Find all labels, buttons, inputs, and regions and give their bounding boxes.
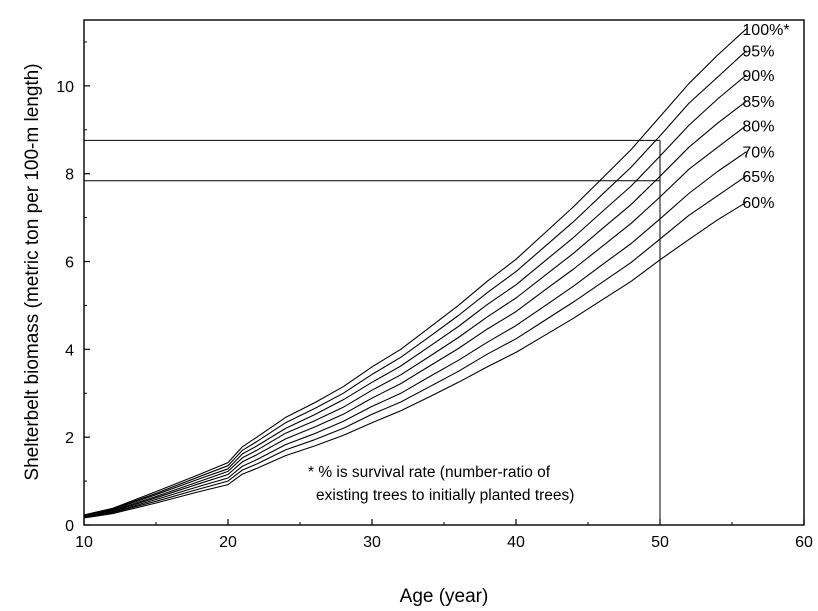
- y-tick-label: 4: [65, 342, 74, 359]
- y-tick-label: 10: [56, 79, 74, 96]
- annotation-line-2: existing trees to initially planted tree…: [316, 487, 574, 504]
- x-tick-label: 20: [219, 534, 237, 551]
- series-line: [83, 74, 747, 517]
- plot-area-frame: [83, 19, 805, 526]
- series-line: [83, 175, 747, 519]
- series-label: 65%: [742, 169, 774, 186]
- y-tick-label: 2: [65, 430, 74, 447]
- series-labels: 100%* 95% 90% 85% 80% 70% 65% 60%: [742, 22, 789, 212]
- y-axis-label: Shelterbelt biomass (metric ton per 100-…: [22, 63, 43, 480]
- series-line: [83, 151, 747, 518]
- series-line: [83, 201, 747, 519]
- annotation-line-1: * % is survival rate (number-ratio of: [308, 464, 551, 481]
- reference-lines: [84, 139, 661, 525]
- x-tick-label: 50: [651, 534, 669, 551]
- y-axis: 0 2 4 6 8 10: [56, 41, 90, 535]
- series-line: [83, 28, 747, 516]
- series-line: [83, 50, 747, 516]
- x-tick-label: 30: [363, 534, 381, 551]
- y-tick-label: 8: [65, 167, 74, 184]
- series-label: 95%: [742, 44, 774, 61]
- x-tick-label: 10: [75, 534, 93, 551]
- y-tick-label: 0: [65, 518, 74, 535]
- x-axis: 10 20 30 40 50 60: [75, 519, 813, 551]
- series-label: 80%: [742, 118, 774, 135]
- x-tick-label: 40: [507, 534, 525, 551]
- series-label: 85%: [742, 94, 774, 111]
- series-label: 90%: [742, 68, 774, 85]
- y-tick-label: 6: [65, 255, 74, 272]
- x-axis-label: Age (year): [400, 586, 489, 607]
- series-label: 70%: [742, 145, 774, 162]
- series-line: [83, 100, 747, 517]
- series-lines: [83, 28, 747, 519]
- series-label: 60%: [742, 195, 774, 212]
- series-label: 100%*: [742, 22, 789, 39]
- series-line: [83, 124, 747, 518]
- x-tick-label: 60: [795, 534, 813, 551]
